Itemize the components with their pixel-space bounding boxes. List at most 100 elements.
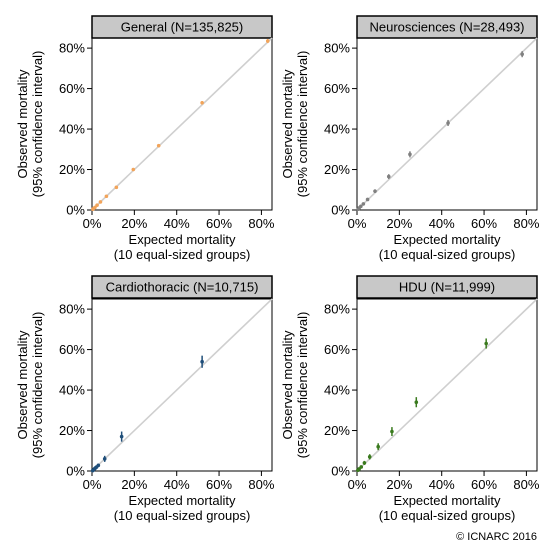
x-tick-label: 20% xyxy=(121,477,147,492)
y-tick-label: 0% xyxy=(66,464,85,479)
y-axis-label: Observed mortality xyxy=(280,330,295,440)
y-tick-label: 60% xyxy=(324,342,350,357)
chart-panel-2: Neurosciences (N=28,493) 0% 20% 40% 60% 80% 0%… xyxy=(280,15,540,262)
x-tick-label: 20% xyxy=(386,477,412,492)
data-point xyxy=(93,205,97,210)
panel-title-box xyxy=(91,275,273,299)
data-point xyxy=(359,204,363,209)
x-tick-label: 80% xyxy=(248,477,274,492)
x-tick-label: 60% xyxy=(206,216,232,231)
panel-title: Neurosciences (N=28,493) xyxy=(370,20,525,35)
y-tick-label: 80% xyxy=(324,302,350,317)
data-point xyxy=(156,143,161,148)
x-tick-label: 40% xyxy=(164,216,190,231)
x-tick-label: 60% xyxy=(471,216,497,231)
reference-line xyxy=(356,298,538,472)
y-tick-label: 80% xyxy=(59,302,85,317)
chart-panel-1: General (N=135,825) 0% 20% 40% 60% 80% 0% 20% 40… xyxy=(15,15,275,262)
data-point xyxy=(265,39,270,43)
y-tick-label: 20% xyxy=(324,423,350,438)
panel-title-box xyxy=(356,275,538,299)
y-tick-label: 40% xyxy=(59,122,85,137)
data-point xyxy=(119,434,124,439)
data-point xyxy=(386,174,391,179)
x-axis-label: (10 equal-sized groups) xyxy=(114,508,251,523)
x-axis-label: (10 equal-sized groups) xyxy=(379,508,516,523)
data-point xyxy=(367,455,372,459)
y-tick-label: 20% xyxy=(59,162,85,177)
data-point xyxy=(414,400,419,405)
x-tick-label: 0% xyxy=(83,477,102,492)
data-point xyxy=(359,465,364,469)
data-point xyxy=(131,167,136,172)
data-point xyxy=(96,463,101,468)
y-axis-label: (95% confidence interval) xyxy=(30,51,45,198)
data-point xyxy=(362,461,367,465)
copyright-credit: © ICNARC 2016 xyxy=(456,531,537,543)
y-tick-label: 20% xyxy=(324,162,350,177)
y-tick-label: 60% xyxy=(59,342,85,357)
x-tick-label: 80% xyxy=(513,216,539,231)
x-tick-label: 0% xyxy=(83,216,102,231)
x-axis-label: Expected mortality xyxy=(129,232,236,247)
y-tick-label: 60% xyxy=(324,81,350,96)
x-axis-label: (10 equal-sized groups) xyxy=(379,247,516,262)
data-point xyxy=(365,197,370,202)
data-point xyxy=(98,200,103,204)
data-point xyxy=(446,121,450,125)
y-tick-label: 20% xyxy=(59,423,85,438)
data-point xyxy=(114,185,119,190)
x-tick-label: 40% xyxy=(429,477,455,492)
x-tick-label: 0% xyxy=(348,216,367,231)
y-tick-label: 80% xyxy=(324,41,350,56)
y-tick-label: 40% xyxy=(324,383,350,398)
data-point xyxy=(361,202,366,206)
data-point xyxy=(95,203,99,207)
y-tick-label: 0% xyxy=(66,203,85,218)
y-axis-label: Observed mortality xyxy=(280,69,295,179)
data-point xyxy=(200,100,204,105)
reference-line xyxy=(91,298,273,472)
y-axis-label: (95% confidence interval) xyxy=(295,51,310,198)
panel-title: HDU (N=11,999) xyxy=(399,280,495,295)
y-axis-label: Observed mortality xyxy=(15,330,30,440)
y-tick-label: 40% xyxy=(59,383,85,398)
x-tick-label: 60% xyxy=(206,477,232,492)
data-point xyxy=(200,359,204,364)
y-tick-label: 80% xyxy=(59,41,85,56)
x-tick-label: 80% xyxy=(513,477,539,492)
data-point xyxy=(373,189,377,193)
x-tick-label: 80% xyxy=(248,216,274,231)
x-axis-label: Expected mortality xyxy=(394,232,501,247)
x-axis-label: Expected mortality xyxy=(129,493,236,508)
x-axis-label: Expected mortality xyxy=(394,493,501,508)
data-point xyxy=(102,457,107,461)
data-point xyxy=(376,444,380,449)
x-tick-label: 0% xyxy=(348,477,367,492)
y-axis-label: (95% confidence interval) xyxy=(30,312,45,459)
y-axis-label: (95% confidence interval) xyxy=(295,312,310,459)
data-point xyxy=(408,152,412,157)
data-point xyxy=(484,341,488,346)
data-point xyxy=(520,52,524,56)
y-tick-label: 0% xyxy=(331,203,350,218)
chart-panel-3: Cardiothoracic (N=10,715) 0% 20% 40% 60% 80% 0… xyxy=(15,275,275,523)
x-tick-label: 20% xyxy=(121,216,147,231)
x-tick-label: 40% xyxy=(429,216,455,231)
y-tick-label: 40% xyxy=(324,122,350,137)
x-tick-label: 60% xyxy=(471,477,497,492)
panel-title: Cardiothoracic (N=10,715) xyxy=(106,280,259,295)
y-axis-label: Observed mortality xyxy=(15,69,30,179)
x-axis-label: (10 equal-sized groups) xyxy=(114,247,251,262)
data-point xyxy=(104,194,109,199)
y-tick-label: 60% xyxy=(59,81,85,96)
x-tick-label: 20% xyxy=(386,216,412,231)
chart-panel-4: HDU (N=11,999) 0% 20% 40% 60% 80% 0% 20% 40% 60% 8… xyxy=(280,275,540,523)
data-point xyxy=(390,429,394,434)
y-tick-label: 0% xyxy=(331,464,350,479)
x-tick-label: 40% xyxy=(164,477,190,492)
panel-title-box xyxy=(356,15,538,39)
reference-line xyxy=(91,37,273,211)
